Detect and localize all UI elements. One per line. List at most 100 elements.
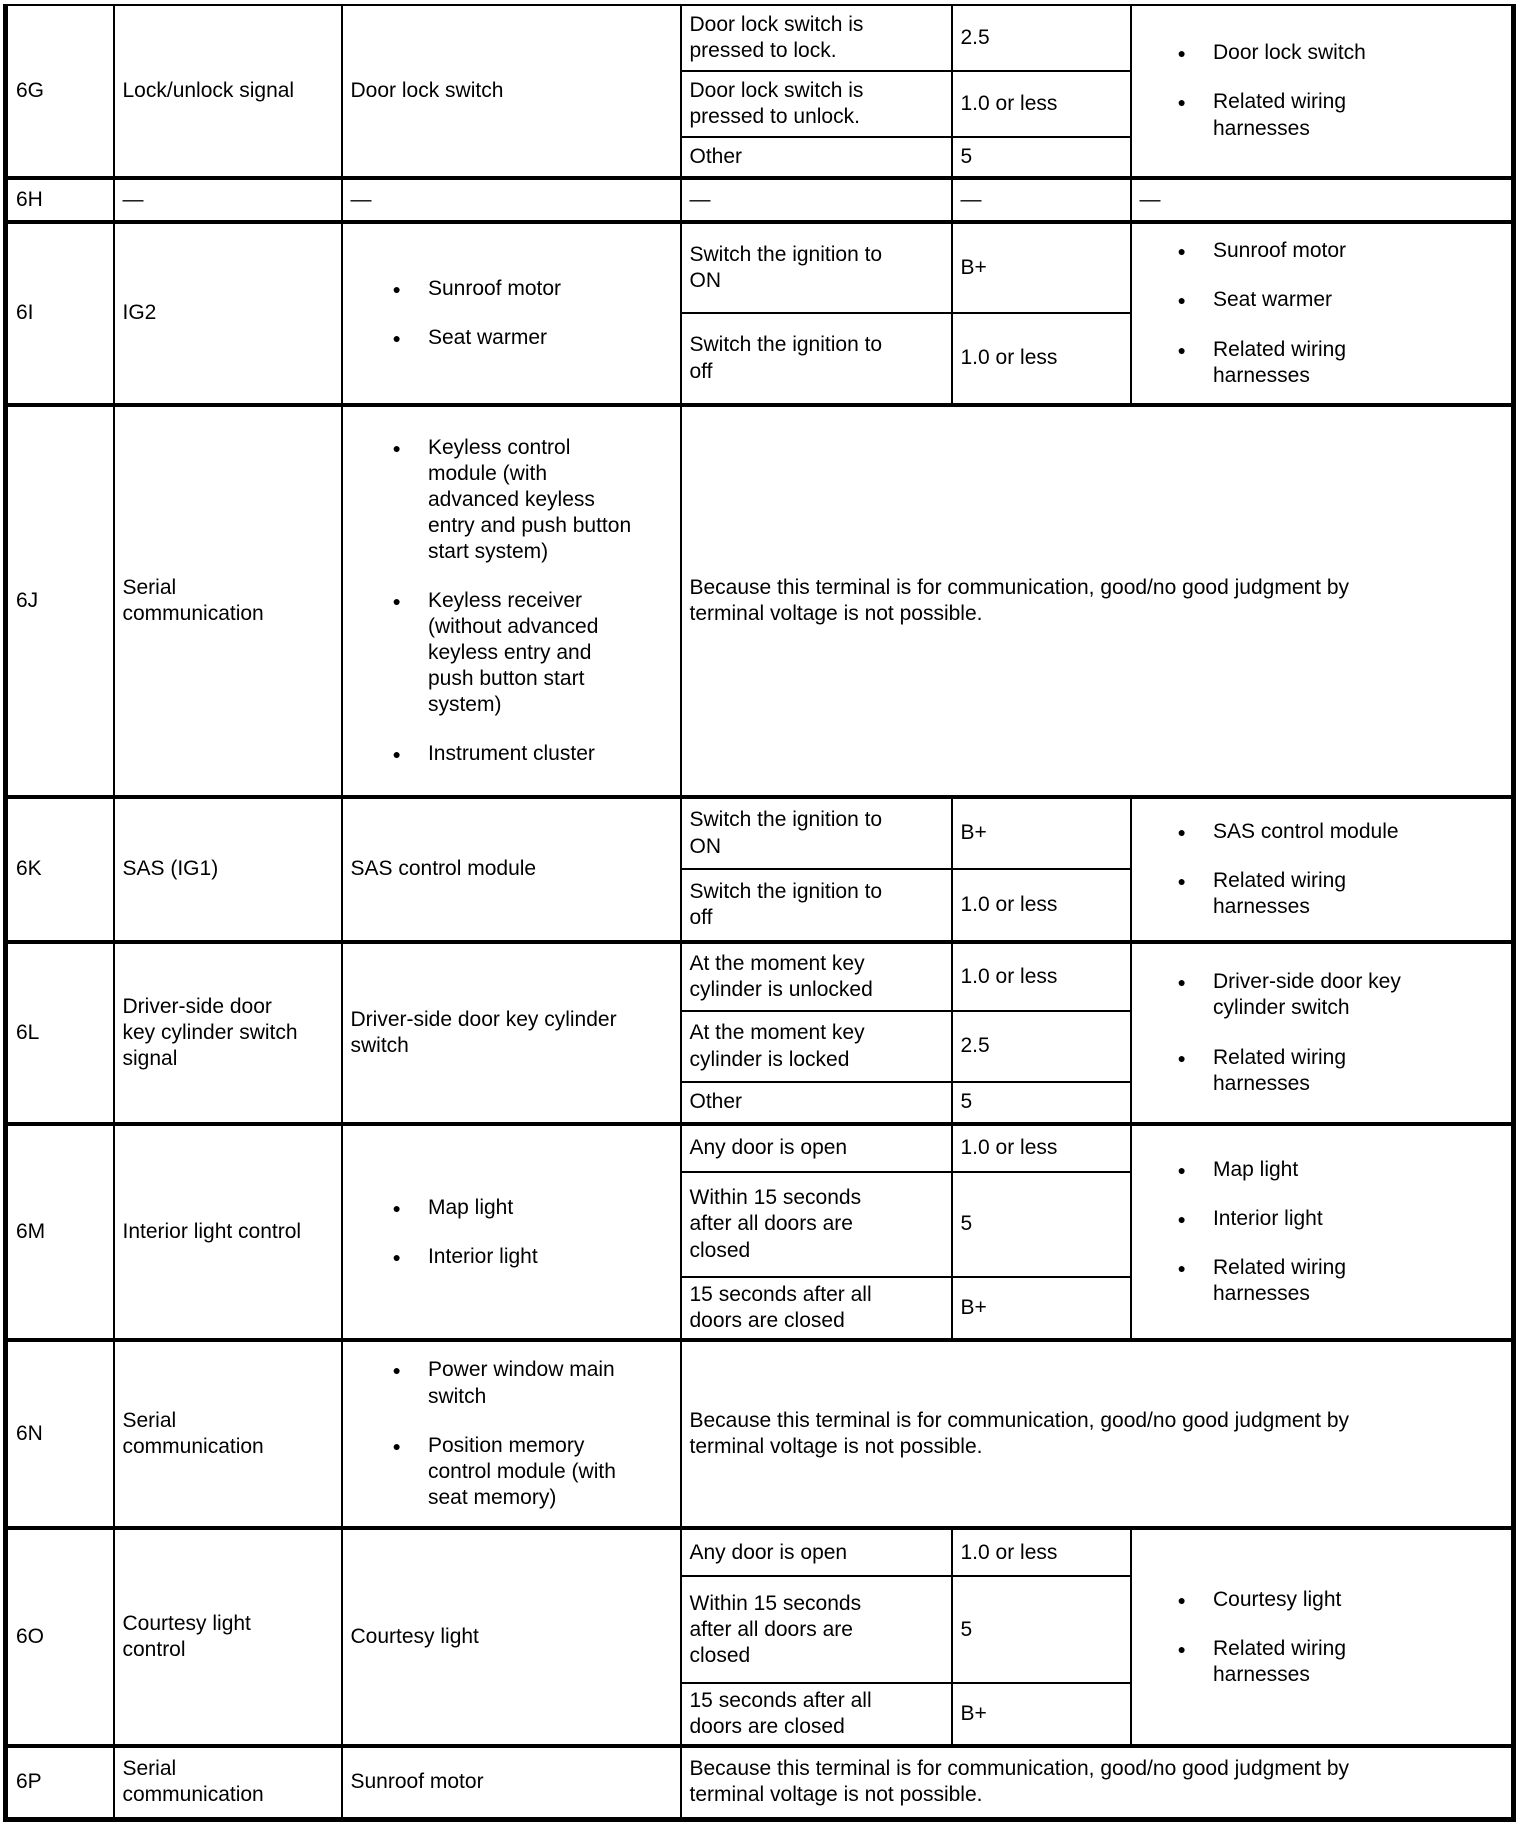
bullet-icon <box>393 1433 401 1459</box>
communication-note-cell: Because this terminal is for communicati… <box>679 403 1515 798</box>
terminal-voltage-table: 6G Lock/unlock signal Door lock switch D… <box>3 4 1516 1822</box>
bullet-icon <box>1178 287 1186 313</box>
list-item: Sunroof motor <box>393 276 672 302</box>
row-6l-sub: At the moment key cylinder is locked 2.5 <box>6 1010 1514 1083</box>
inspection-cell: Driver-side door key cylinder switch Rel… <box>1129 940 1515 1125</box>
condition-cell: — <box>679 176 953 223</box>
terminal-id: 6O <box>4 1526 115 1748</box>
list-item: Door lock switch <box>1178 40 1504 66</box>
bullet-icon <box>1178 238 1186 264</box>
list-item: Related wiring harnesses <box>1178 337 1504 389</box>
list-item: Related wiring harnesses <box>1178 89 1504 141</box>
list-item: Keyless control module (with advanced ke… <box>393 435 672 565</box>
bullet-icon <box>1178 1587 1186 1613</box>
terminal-id: 6N <box>4 1338 115 1530</box>
bullet-icon <box>1178 40 1186 66</box>
bullet-icon <box>1178 1636 1186 1662</box>
signal-name: Driver-side door key cylinder switch sig… <box>112 940 343 1125</box>
condition-cell: Switch the ignition to ON <box>679 220 953 314</box>
connected-device: Power window main switch Position memory… <box>340 1338 682 1530</box>
row-6m-sub: Within 15 seconds after all doors are cl… <box>6 1171 1514 1278</box>
bullet-icon <box>393 276 401 302</box>
condition-cell: Within 15 seconds after all doors are cl… <box>679 1575 953 1685</box>
voltage-cell: 5 <box>950 136 1132 179</box>
inspection-cell: Courtesy light Related wiring harnesses <box>1129 1526 1515 1748</box>
row-6g-sub: Door lock switch is pressed to unlock. 1… <box>6 70 1514 138</box>
inspection-cell: Map light Interior light Related wiring … <box>1129 1121 1515 1342</box>
row-6k-sub: Switch the ignition to off 1.0 or less <box>6 868 1514 943</box>
list-item: Instrument cluster <box>393 741 672 767</box>
bullet-icon <box>1178 1255 1186 1281</box>
voltage-cell: 5 <box>950 1575 1132 1685</box>
signal-name: Interior light control <box>112 1121 343 1342</box>
terminal-id: 6P <box>4 1744 115 1821</box>
condition-cell: Any door is open <box>679 1526 953 1578</box>
voltage-cell: 2.5 <box>950 1010 1132 1083</box>
condition-cell: Door lock switch is pressed to unlock. <box>679 70 953 138</box>
list-item: SAS control module <box>1178 819 1504 845</box>
signal-name: Serial communication <box>112 1744 343 1821</box>
voltage-cell: 1.0 or less <box>950 1122 1132 1173</box>
bullet-icon <box>1178 337 1186 363</box>
voltage-cell: B+ <box>950 1682 1132 1748</box>
signal-name: Serial communication <box>112 403 343 798</box>
condition-cell: 15 seconds after all doors are closed <box>679 1682 953 1748</box>
terminal-id: 6G <box>4 4 115 179</box>
condition-cell: 15 seconds after all doors are closed <box>679 1275 953 1342</box>
inspection-cell: — <box>1129 176 1515 223</box>
list-item: Keyless receiver (without advanced keyle… <box>393 588 672 718</box>
bullet-icon <box>1178 89 1186 115</box>
list-item: Related wiring harnesses <box>1178 1255 1504 1307</box>
row-6i-sub: Switch the ignition to off 1.0 or less <box>6 312 1514 406</box>
list-item: Power window main switch <box>393 1357 672 1409</box>
bullet-icon <box>393 588 401 614</box>
condition-cell: Switch the ignition to off <box>679 868 953 943</box>
row-6i: 6I IG2 Sunroof motor Seat warmer Switch … <box>4 220 1515 406</box>
list-item: Related wiring harnesses <box>1178 868 1504 920</box>
connected-device: Door lock switch <box>340 4 682 179</box>
condition-cell: Switch the ignition to ON <box>679 795 953 870</box>
list-item: Seat warmer <box>393 325 672 351</box>
connected-device: Map light Interior light <box>340 1121 682 1342</box>
terminal-id: 6J <box>4 403 115 798</box>
row-6l-sub: Other 5 <box>6 1081 1514 1125</box>
list-item: Related wiring harnesses <box>1178 1636 1504 1688</box>
list-item: Interior light <box>393 1244 672 1270</box>
voltage-cell: 1.0 or less <box>950 312 1132 406</box>
list-item: Driver-side door key cylinder switch <box>1178 969 1504 1021</box>
list-item: Related wiring harnesses <box>1178 1045 1504 1097</box>
bullet-icon <box>393 435 401 461</box>
list-item: Sunroof motor <box>1178 238 1504 264</box>
row-6g-sub: Other 5 <box>6 136 1514 179</box>
signal-name: Lock/unlock signal <box>112 4 343 179</box>
connected-device: Sunroof motor Seat warmer <box>340 220 682 406</box>
list-item: Map light <box>1178 1157 1504 1183</box>
voltage-cell: B+ <box>950 220 1132 314</box>
condition-cell: Other <box>679 136 953 179</box>
signal-name: IG2 <box>112 220 343 406</box>
inspection-cell: Door lock switch Related wiring harnesse… <box>1129 4 1515 179</box>
terminal-id: 6L <box>4 940 115 1125</box>
terminal-id: 6I <box>4 220 115 406</box>
bullet-icon <box>1178 1206 1186 1232</box>
connected-device: Sunroof motor <box>340 1744 682 1821</box>
voltage-cell: 5 <box>950 1081 1132 1125</box>
communication-note-cell: Because this terminal is for communicati… <box>679 1338 1515 1530</box>
row-6l: 6L Driver-side door key cylinder switch … <box>4 940 1515 1125</box>
terminal-id: 6H <box>4 176 115 223</box>
row-6o-sub: 15 seconds after all doors are closed B+ <box>6 1682 1514 1748</box>
bullet-icon <box>393 1244 401 1270</box>
signal-name: Courtesy light control <box>112 1526 343 1748</box>
list-item: Courtesy light <box>1178 1587 1504 1613</box>
condition-cell: At the moment key cylinder is unlocked <box>679 940 953 1012</box>
row-6g: 6G Lock/unlock signal Door lock switch D… <box>4 4 1515 179</box>
voltage-cell: 2.5 <box>950 4 1132 72</box>
row-6n: 6N Serial communication Power window mai… <box>4 1338 1515 1530</box>
row-6o-sub: Within 15 seconds after all doors are cl… <box>6 1575 1514 1685</box>
condition-cell: Other <box>679 1081 953 1125</box>
voltage-cell: 5 <box>950 1171 1132 1278</box>
row-6h: 6H — — — — — <box>4 176 1515 223</box>
row-6p: 6P Serial communication Sunroof motor Be… <box>4 1744 1515 1821</box>
condition-cell: Within 15 seconds after all doors are cl… <box>679 1171 953 1278</box>
signal-name: Serial communication <box>112 1338 343 1530</box>
